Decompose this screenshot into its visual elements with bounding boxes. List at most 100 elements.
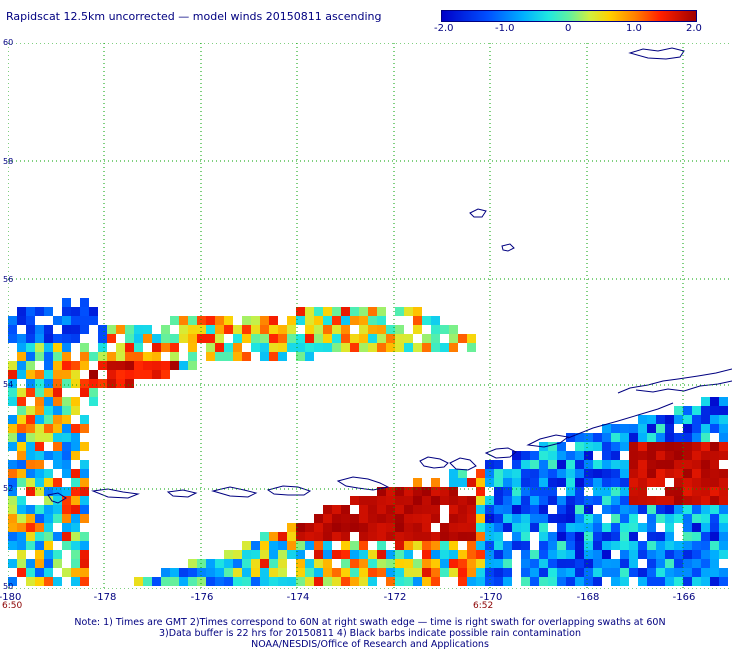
wind-difference-cell xyxy=(251,316,260,325)
wind-difference-cell xyxy=(422,316,431,325)
wind-difference-cell xyxy=(602,433,611,442)
wind-difference-cell xyxy=(683,433,692,442)
wind-difference-cell xyxy=(44,334,53,343)
wind-difference-cell xyxy=(611,478,620,487)
wind-difference-cell xyxy=(62,523,71,532)
wind-difference-cell xyxy=(431,577,440,586)
wind-difference-cell xyxy=(80,487,89,496)
wind-difference-cell xyxy=(620,442,629,451)
wind-difference-cell xyxy=(269,352,278,361)
wind-difference-cell xyxy=(206,559,215,568)
wind-difference-cell xyxy=(143,325,152,334)
wind-difference-cell xyxy=(224,352,233,361)
wind-difference-cell xyxy=(701,406,710,415)
wind-difference-cell xyxy=(638,469,647,478)
wind-difference-cell xyxy=(188,559,197,568)
wind-difference-cell xyxy=(575,514,584,523)
wind-difference-cell xyxy=(53,424,62,433)
wind-difference-cell xyxy=(116,343,125,352)
wind-difference-cell xyxy=(521,532,530,541)
wind-difference-cell xyxy=(143,577,152,586)
wind-difference-cell xyxy=(71,541,80,550)
wind-difference-cell xyxy=(80,496,89,505)
wind-difference-cell xyxy=(620,505,629,514)
wind-difference-cell xyxy=(602,487,611,496)
wind-difference-cell xyxy=(134,325,143,334)
wind-difference-cell xyxy=(17,424,26,433)
wind-difference-cell xyxy=(170,334,179,343)
wind-difference-cell xyxy=(386,577,395,586)
wind-difference-cell xyxy=(287,523,296,532)
wind-difference-cell xyxy=(17,478,26,487)
wind-difference-cell xyxy=(485,460,494,469)
wind-difference-cell xyxy=(692,415,701,424)
wind-difference-cell xyxy=(629,433,638,442)
wind-difference-cell xyxy=(188,577,197,586)
wind-difference-cell xyxy=(224,343,233,352)
wind-difference-cell xyxy=(287,316,296,325)
wind-difference-cell xyxy=(674,577,683,586)
wind-difference-cell xyxy=(602,469,611,478)
wind-difference-cell xyxy=(260,352,269,361)
wind-difference-cell xyxy=(656,415,665,424)
wind-difference-cell xyxy=(404,568,413,577)
wind-difference-cell xyxy=(80,415,89,424)
wind-difference-cell xyxy=(26,325,35,334)
wind-difference-cell xyxy=(242,316,251,325)
wind-difference-cell xyxy=(386,559,395,568)
wind-difference-cell xyxy=(557,442,566,451)
wind-difference-cell xyxy=(530,577,539,586)
wind-difference-cell xyxy=(647,442,656,451)
wind-difference-cell xyxy=(296,541,305,550)
wind-difference-cell xyxy=(485,532,494,541)
wind-difference-cell xyxy=(395,559,404,568)
wind-difference-cell xyxy=(53,577,62,586)
aleutian-island-4 xyxy=(526,434,570,448)
wind-difference-cell xyxy=(314,334,323,343)
wind-difference-cell xyxy=(557,550,566,559)
wind-difference-cell xyxy=(719,469,728,478)
wind-difference-cell xyxy=(674,451,683,460)
wind-difference-cell xyxy=(35,424,44,433)
wind-difference-cell xyxy=(89,379,98,388)
wind-difference-cell xyxy=(377,514,386,523)
wind-difference-cell xyxy=(35,352,44,361)
wind-difference-cell xyxy=(413,541,422,550)
wind-difference-cell xyxy=(548,496,557,505)
wind-difference-cell xyxy=(44,577,53,586)
wind-difference-cell xyxy=(143,334,152,343)
wind-difference-cell xyxy=(26,316,35,325)
aleutian-island-1 xyxy=(419,456,449,469)
wind-difference-cell xyxy=(53,460,62,469)
wind-difference-cell xyxy=(620,523,629,532)
wind-difference-cell xyxy=(62,568,71,577)
wind-difference-cell xyxy=(647,460,656,469)
wind-difference-cell xyxy=(152,361,161,370)
wind-difference-cell xyxy=(287,577,296,586)
wind-difference-cell xyxy=(449,496,458,505)
wind-difference-cell xyxy=(305,532,314,541)
wind-difference-cell xyxy=(17,433,26,442)
wind-difference-cell xyxy=(26,487,35,496)
wind-difference-cell xyxy=(80,361,89,370)
wind-difference-cell xyxy=(620,559,629,568)
wind-difference-cell xyxy=(692,406,701,415)
wind-difference-cell xyxy=(701,415,710,424)
wind-difference-cell xyxy=(485,550,494,559)
wind-difference-cell xyxy=(701,496,710,505)
wind-difference-cell xyxy=(692,478,701,487)
wind-difference-cell xyxy=(368,550,377,559)
wind-difference-cell xyxy=(35,388,44,397)
wind-difference-cell xyxy=(224,577,233,586)
wind-difference-cell xyxy=(692,469,701,478)
wind-difference-cell xyxy=(26,541,35,550)
wind-difference-cell xyxy=(170,568,179,577)
wind-difference-cell xyxy=(539,523,548,532)
wind-difference-cell xyxy=(35,334,44,343)
wind-difference-cell xyxy=(368,334,377,343)
wind-difference-cell xyxy=(629,451,638,460)
wind-difference-cell xyxy=(71,550,80,559)
wind-difference-cell xyxy=(584,577,593,586)
wind-difference-cell xyxy=(458,469,467,478)
wind-difference-cell xyxy=(539,514,548,523)
